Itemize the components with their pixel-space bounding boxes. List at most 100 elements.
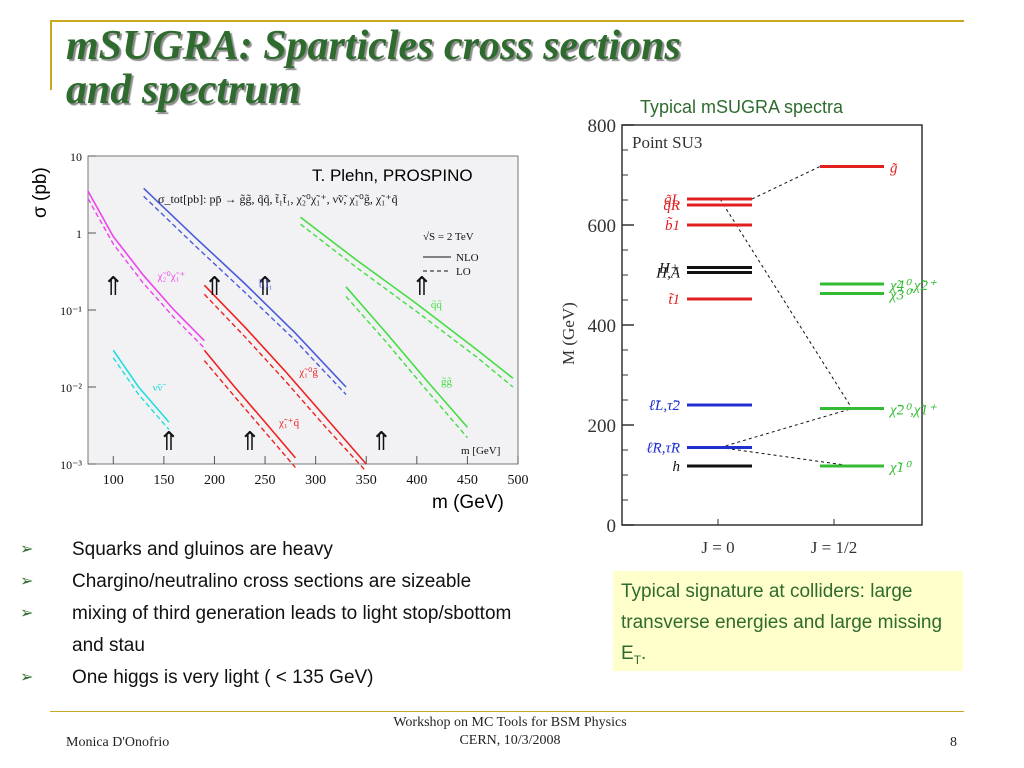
j0-particle-label: q̃L bbox=[664, 192, 680, 208]
y-tick-label: 10⁻¹ bbox=[60, 304, 82, 318]
footer-event-line1: Workshop on MC Tools for BSM Physics bbox=[393, 715, 627, 730]
spectrum-y-axis-label: M (GeV) bbox=[559, 302, 578, 365]
spectrum-title: Point SU3 bbox=[632, 133, 702, 152]
sqrt-s-annotation: √S = 2 TeV bbox=[423, 231, 474, 243]
lo-legend-label: LO bbox=[456, 266, 471, 278]
j0-particle-label: q̃R bbox=[663, 198, 680, 214]
j0-particle-label: b̃1 bbox=[665, 217, 680, 234]
nlo-curve bbox=[203, 284, 367, 465]
nlo-curve bbox=[345, 286, 469, 428]
spectrum-category-label: J = 0 bbox=[701, 538, 734, 557]
mass-arrow-icon: ⇑ bbox=[254, 272, 276, 301]
decay-link-line bbox=[719, 408, 853, 448]
j0-particle-label: H,A bbox=[655, 266, 681, 282]
spectrum-y-tick-label: 400 bbox=[588, 316, 617, 337]
cross-section-title: σ_tot[pb]: pp̄ → g̃g̃, q̃q̃, t̃₁t̃₁, χ̃₂… bbox=[158, 192, 398, 206]
j12-particle-label: χ̃2⁰,χ̃1⁺ bbox=[888, 403, 937, 419]
footer-divider bbox=[50, 711, 964, 712]
lo-curve bbox=[143, 195, 347, 395]
signature-note-suffix: . bbox=[641, 643, 647, 664]
series-label: t̃₁t̃₁ bbox=[259, 278, 273, 290]
mass-arrow-icon: ⇑ bbox=[411, 272, 433, 301]
spectrum-y-tick-label: 0 bbox=[607, 516, 617, 537]
decay-link-line bbox=[751, 166, 821, 200]
nlo-curve bbox=[112, 349, 170, 423]
footer-event-line2: CERN, 10/3/2008 bbox=[459, 733, 561, 748]
bullet-item: ➢ mixing of third generation leads to lig… bbox=[20, 598, 542, 662]
arrow-bullet-icon: ➢ bbox=[20, 573, 34, 590]
bullet-item: ➢ One higgs is very light ( < 135 GeV) bbox=[20, 662, 610, 694]
footer-page-number: 8 bbox=[950, 735, 957, 750]
cross-section-x-axis-label: m [GeV] bbox=[461, 445, 500, 457]
series-label: χ̃₁⁺q̃ bbox=[278, 417, 300, 429]
x-tick-label: 400 bbox=[406, 473, 427, 488]
x-tick-label: 250 bbox=[255, 473, 276, 488]
x-tick-label: 350 bbox=[356, 473, 377, 488]
j0-particle-label: t̃1 bbox=[668, 292, 680, 308]
title-frame-top bbox=[50, 20, 964, 22]
arrow-bullet-icon: ➢ bbox=[20, 541, 34, 558]
mass-arrow-icon: ⇑ bbox=[371, 427, 393, 456]
x-tick-label: 300 bbox=[305, 473, 326, 488]
j0-particle-label: h bbox=[673, 459, 681, 475]
lo-curve bbox=[203, 293, 367, 472]
sigma-axis-label: σ (pb) bbox=[30, 167, 51, 218]
series-label: χ̃₁⁰g̃ bbox=[298, 366, 318, 378]
j0-particle-label: ℓ̃L,τ̃2 bbox=[649, 398, 681, 414]
y-tick-label: 10 bbox=[70, 150, 82, 164]
x-tick-label: 100 bbox=[103, 473, 124, 488]
x-tick-label: 200 bbox=[204, 473, 225, 488]
x-tick-label: 500 bbox=[508, 473, 529, 488]
title-frame-left bbox=[50, 20, 52, 90]
j0-particle-label: ℓ̃R,τ̃R bbox=[646, 441, 680, 457]
spectrum-chart: 0 200 400 600 800 Point SU3 M (GeV) q̃Lq̃R b̃… bbox=[559, 116, 937, 557]
bullet-item: ➢ Squarks and gluinos are heavy bbox=[20, 534, 610, 566]
nlo-legend-label: NLO bbox=[456, 252, 479, 264]
j0-particle-label: H+ bbox=[658, 261, 680, 277]
footer-event: Workshop on MC Tools for BSM Physics CER… bbox=[340, 714, 680, 750]
mass-arrow-icon: ⇑ bbox=[239, 427, 261, 456]
nlo-curve bbox=[87, 190, 205, 342]
j12-particle-label: χ̃4⁰,χ̃2⁺ bbox=[888, 278, 937, 294]
series-label: q̃q̃ bbox=[431, 299, 443, 311]
cross-section-chart: 100 150 200 250 300 350 400 450 500 10 1 10⁻¹ 10⁻² 10… bbox=[60, 150, 529, 488]
j12-particle-label: χ̃1⁰ bbox=[888, 460, 912, 476]
y-tick-label: 10⁻² bbox=[60, 381, 82, 395]
footer-author: Monica D'Onofrio bbox=[66, 735, 170, 750]
signature-note-subscript: T bbox=[633, 652, 642, 667]
arrow-bullet-icon: ➢ bbox=[20, 669, 34, 686]
signature-note-box: Typical signature at colliders: large tr… bbox=[613, 571, 963, 671]
decay-link-line bbox=[719, 198, 853, 409]
mass-arrow-icon: ⇑ bbox=[204, 272, 226, 301]
series-label: g̃g̃ bbox=[441, 376, 453, 388]
lo-curve bbox=[87, 198, 205, 349]
y-tick-label: 1 bbox=[76, 227, 82, 241]
j12-particle-label: g̃ bbox=[890, 161, 898, 177]
nlo-curve bbox=[143, 187, 347, 388]
mass-arrow-icon: ⇑ bbox=[158, 427, 180, 456]
nlo-curve bbox=[299, 216, 514, 379]
arrow-bullet-icon: ➢ bbox=[20, 605, 34, 622]
signature-note-text: Typical signature at colliders: large tr… bbox=[621, 581, 943, 664]
spectrum-y-tick-label: 200 bbox=[588, 416, 617, 437]
spectrum-plot-frame bbox=[621, 124, 923, 526]
series-label: χ̃₂⁰χ̃₁⁺ bbox=[157, 271, 186, 283]
mass-axis-label: m (GeV) bbox=[432, 492, 504, 513]
x-tick-label: 150 bbox=[153, 473, 174, 488]
lo-curve bbox=[345, 295, 468, 439]
j12-particle-label: χ̃3⁰ bbox=[888, 288, 912, 304]
decay-link-line bbox=[719, 447, 853, 467]
x-tick-label: 450 bbox=[457, 473, 478, 488]
lo-curve bbox=[112, 357, 170, 431]
lo-curve bbox=[300, 223, 514, 388]
spectrum-y-tick-label: 600 bbox=[588, 216, 617, 237]
y-tick-label: 10⁻³ bbox=[60, 458, 82, 472]
spectrum-y-tick-label: 800 bbox=[588, 116, 617, 137]
spectrum-category-label: J = 1/2 bbox=[811, 538, 857, 557]
mass-arrow-icon: ⇑ bbox=[102, 272, 124, 301]
spectra-caption: Typical mSUGRA spectra bbox=[640, 97, 844, 117]
bullet-list: ➢ Squarks and gluinos are heavy ➢ Chargino… bbox=[20, 534, 610, 694]
prospino-credit: T. Plehn, PROSPINO bbox=[310, 166, 475, 186]
slide-title: mSUGRA: Sparticles cross sections and sp… bbox=[66, 23, 681, 113]
nlo-curve bbox=[203, 349, 297, 459]
